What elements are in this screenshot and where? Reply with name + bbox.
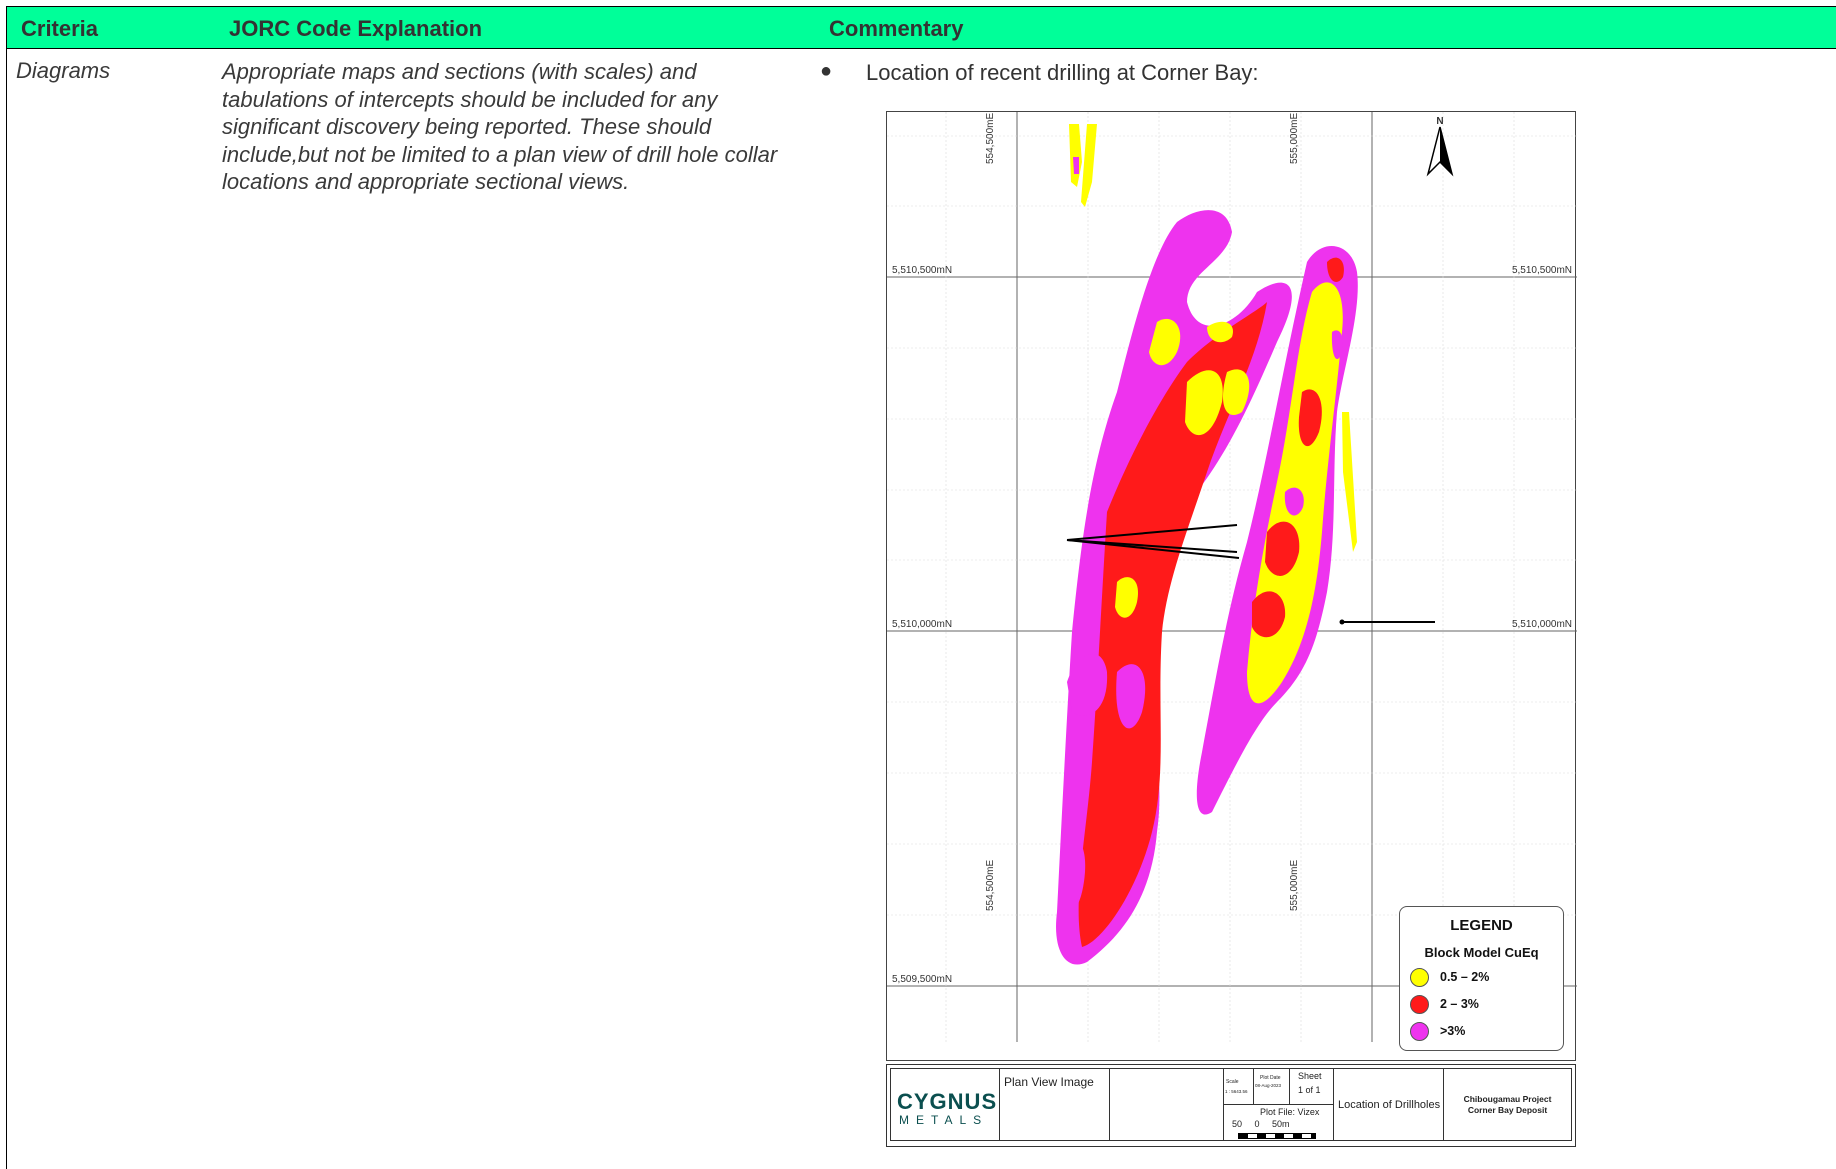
northing-label-2-right: 5,510,000mN	[1512, 619, 1572, 630]
scale-label: Scale	[1226, 1079, 1239, 1085]
metals-logo: METALS	[899, 1113, 989, 1127]
cygnus-logo: CYGNUS	[897, 1089, 998, 1114]
legend-label-high: >3%	[1440, 1024, 1466, 1038]
sheet-value: 1 of 1	[1298, 1085, 1321, 1095]
eastern-orebody	[1196, 245, 1358, 815]
bullet-icon: ●	[820, 60, 833, 82]
plot-file-label: Plot File: Vizex	[1260, 1107, 1320, 1117]
map-legend: LEGEND Block Model CuEq 0.5 – 2% 2 – 3% …	[1399, 906, 1564, 1051]
northing-label-3-left: 5,509,500mN	[892, 974, 952, 985]
sheet-label: Sheet	[1298, 1071, 1322, 1081]
legend-label-low: 0.5 – 2%	[1440, 970, 1490, 984]
logo-cell: CYGNUS METALS	[890, 1068, 1000, 1141]
legend-label-mid: 2 – 3%	[1440, 997, 1479, 1011]
project-label: Chibougamau Project	[1463, 1094, 1552, 1104]
legend-title: LEGEND	[1450, 917, 1513, 934]
explanation-cell: Appropriate maps and sections (with scal…	[222, 59, 778, 194]
deposit-label: Corner Bay Deposit	[1467, 1105, 1548, 1115]
legend-swatch-yellow	[1410, 968, 1429, 987]
blank-cell	[1110, 1068, 1224, 1141]
north-arrow-icon	[1426, 126, 1454, 177]
northing-label-1-left: 5,510,500mN	[892, 265, 952, 276]
drillhole-location-map: N 554,500mE 555,000mE 554,500mE 555,000m…	[886, 111, 1577, 1061]
criteria-cell: Diagrams	[16, 58, 111, 83]
drill-collar-marker	[1339, 619, 1345, 625]
northing-label-2-left: 5,510,000mN	[892, 619, 952, 630]
scale-bar-label: 50 0 50m	[1232, 1119, 1290, 1129]
jorc-table: Criteria JORC Code Explanation Commentar…	[6, 6, 1836, 1169]
easting-label-bottom-2: 555,000mE	[1289, 860, 1300, 911]
plan-view-label: Plan View Image	[1004, 1075, 1094, 1089]
northern-small-orebody	[1069, 124, 1097, 207]
scale-value: 1 : 5643.56	[1225, 1089, 1248, 1094]
drillhole-traces	[1066, 524, 1435, 623]
title-block-frame: CYGNUS METALS Plan View Image Scale 1 : …	[886, 1064, 1576, 1147]
western-orebody	[1056, 210, 1292, 965]
plot-date-label: Plot Date	[1260, 1075, 1281, 1081]
project-cell: Chibougamau Project Corner Bay Deposit	[1444, 1068, 1572, 1141]
map-canvas: N 554,500mE 555,000mE 554,500mE 555,000m…	[887, 112, 1577, 1042]
location-label: Location of Drillholes	[1338, 1099, 1441, 1111]
legend-swatch-red	[1410, 995, 1429, 1014]
table-header: Criteria JORC Code Explanation Commentar…	[7, 7, 1836, 49]
header-jorc-explanation: JORC Code Explanation	[229, 16, 483, 41]
legend-subtitle: Block Model CuEq	[1424, 945, 1539, 960]
header-criteria: Criteria	[21, 16, 99, 41]
location-cell: Location of Drillholes	[1334, 1068, 1444, 1141]
legend-swatch-magenta	[1410, 1022, 1429, 1041]
scale-date-cell: Scale 1 : 5643.56 Plot Date 08-Aug-2023 …	[1224, 1068, 1334, 1141]
north-label: N	[1436, 116, 1443, 127]
plan-view-cell: Plan View Image	[1000, 1068, 1110, 1141]
easting-label-bottom-1: 554,500mE	[985, 860, 996, 911]
commentary-text: Location of recent drilling at Corner Ba…	[866, 60, 1259, 85]
easting-label-top-2: 555,000mE	[1289, 113, 1300, 164]
plot-date-value: 08-Aug-2023	[1255, 1083, 1282, 1088]
scale-bar-icon	[1238, 1133, 1316, 1139]
easting-label-top-1: 554,500mE	[985, 113, 996, 164]
header-commentary: Commentary	[829, 16, 964, 41]
northing-label-1-right: 5,510,500mN	[1512, 265, 1572, 276]
